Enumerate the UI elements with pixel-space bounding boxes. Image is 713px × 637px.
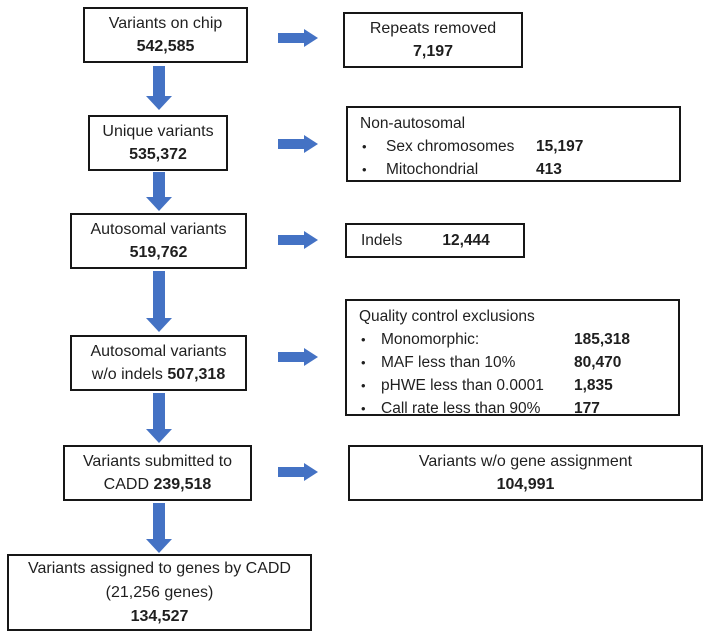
item-value: 177	[574, 400, 600, 417]
list-item: • Monomorphic: 185,318	[359, 328, 670, 351]
side-box-repeats-removed: Repeats removed 7,197	[343, 12, 523, 68]
item-value: 80,470	[574, 354, 622, 371]
item-label: Sex chromosomes	[386, 138, 515, 155]
right-arrow	[278, 348, 318, 366]
box-count: 542,585	[136, 38, 195, 55]
down-arrow	[146, 271, 172, 332]
bullet-icon: •	[361, 332, 366, 347]
flow-box-autosomal-wo-indels: Autosomal variants w/o indels 507,318	[70, 335, 247, 391]
flow-box-submitted-to-cadd: Variants submitted to CADD 239,518	[63, 445, 252, 501]
box-count: 507,318	[167, 366, 226, 383]
box-count: 239,518	[153, 476, 212, 493]
box-title: Non-autosomal	[360, 115, 466, 132]
right-arrow	[278, 463, 318, 481]
item-label: Call rate less than 90%	[381, 400, 541, 417]
item-value: 12,444	[442, 232, 490, 249]
list-item: • Sex chromosomes 15,197	[360, 135, 671, 158]
down-arrow	[146, 172, 172, 211]
flow-box-assigned-to-genes: Variants assigned to genes by CADD (21,2…	[7, 554, 312, 631]
bullet-icon: •	[361, 378, 366, 393]
item-value: 413	[536, 161, 562, 178]
flow-box-autosomal-variants: Autosomal variants 519,762	[70, 213, 247, 269]
box-count: 535,372	[129, 146, 187, 163]
list-item: • Mitochondrial 413	[360, 158, 671, 181]
item-label: Indels	[361, 232, 403, 249]
flow-box-unique-variants: Unique variants 535,372	[88, 115, 228, 171]
box-count: 134,527	[130, 607, 189, 625]
down-arrow	[146, 66, 172, 110]
box-title: Unique variants	[102, 123, 214, 140]
side-box-indels: Indels 12,444	[345, 223, 525, 258]
side-box-no-gene-assignment: Variants w/o gene assignment 104,991	[348, 445, 703, 501]
box-subtitle: CADD 239,518	[103, 476, 212, 493]
flow-box-variants-on-chip: Variants on chip 542,585	[83, 7, 248, 63]
box-genes: (21,256 genes)	[105, 583, 214, 601]
right-arrow	[278, 135, 318, 153]
box-title: Quality control exclusions	[359, 308, 535, 325]
list-item: • MAF less than 10% 80,470	[359, 351, 670, 374]
item-label: MAF less than 10%	[381, 354, 516, 371]
item-value: 1,835	[574, 377, 613, 394]
box-count: 7,197	[412, 43, 454, 60]
box-title: Variants assigned to genes by CADD	[28, 559, 291, 577]
item-label: Mitochondrial	[386, 161, 479, 178]
box-count: 104,991	[496, 476, 555, 493]
right-arrow	[278, 29, 318, 47]
bullet-icon: •	[362, 162, 367, 177]
box-title: Variants on chip	[108, 15, 223, 32]
bullet-icon: •	[362, 139, 367, 154]
box-count: 519,762	[129, 244, 188, 261]
item-value: 185,318	[574, 331, 631, 348]
side-box-quality-control: Quality control exclusions • Monomorphic…	[345, 299, 680, 417]
item-value: 15,197	[536, 138, 584, 155]
down-arrow	[146, 503, 172, 553]
box-title: Autosomal variants	[90, 221, 227, 238]
side-box-non-autosomal: Non-autosomal • Sex chromosomes 15,197 •…	[346, 106, 681, 182]
list-item: • pHWE less than 0.0001 1,835	[359, 374, 670, 397]
item-label: pHWE less than 0.0001	[381, 377, 544, 394]
box-title: Autosomal variants	[90, 343, 227, 360]
box-title: Repeats removed	[369, 20, 497, 37]
bullet-icon: •	[361, 355, 366, 370]
down-arrow	[146, 393, 172, 443]
list-item: • Call rate less than 90% 177	[359, 397, 670, 420]
box-title: Variants submitted to	[82, 453, 233, 470]
item-label: Monomorphic:	[381, 331, 480, 348]
right-arrow	[278, 231, 318, 249]
bullet-icon: •	[361, 401, 366, 416]
box-title: Variants w/o gene assignment	[418, 453, 633, 470]
box-subtitle: w/o indels 507,318	[91, 366, 226, 383]
